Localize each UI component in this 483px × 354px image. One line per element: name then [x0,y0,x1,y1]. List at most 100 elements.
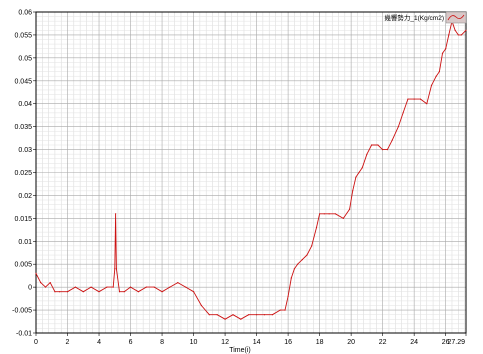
y-tick-label: 0.06 [18,10,32,17]
data-point [293,268,295,270]
data-point [115,268,117,270]
y-tick-label: -0.01 [16,331,32,338]
data-point [224,318,226,320]
data-point [74,286,76,288]
data-point [129,286,132,288]
data-point [248,314,250,316]
x-tick-label: 2 [66,339,70,346]
data-point [98,291,100,293]
x-tick-label: 14 [253,339,261,346]
data-point [361,167,363,169]
series-layer [35,20,467,320]
y-tick-label: 0.035 [14,124,32,131]
data-point [232,314,234,316]
x-tick-label: 26 [442,339,450,346]
y-axis: 0.06 0.055 0.05 0.045 0.04 0.035 0.03 0.025 0.02… [12,10,36,338]
y-tick-label: 0.045 [14,78,32,85]
legend-swatch-icon [447,14,465,21]
y-tick-label: -0.005 [12,308,32,315]
data-point [334,213,336,215]
y-tick-label: 0.005 [14,262,32,269]
data-point [407,98,409,100]
data-point [301,259,303,261]
y-tick-label: 0.04 [18,101,32,108]
data-point [382,149,384,151]
data-point [185,286,187,288]
x-tick-label: 12 [221,339,229,346]
data-point [457,34,459,36]
y-tick-label: 0.055 [14,32,32,39]
data-point [315,226,318,229]
x-tick-label: 10 [190,339,198,346]
data-point [352,190,354,192]
legend: 幾響勢力_1(Kg/cm2) [384,11,467,24]
data-point [290,277,292,279]
series-line [35,20,467,320]
x-tick-label: 18 [316,339,324,346]
data-point [90,286,92,288]
data-point [349,208,351,210]
data-point [355,176,357,178]
data-point [161,291,163,293]
data-point [137,291,139,293]
x-tick-label: 24 [410,339,418,346]
data-point [342,217,344,219]
data-point [49,282,51,284]
data-point [435,75,437,77]
data-point [200,304,202,307]
major-grid [36,11,466,334]
data-point [279,309,281,311]
data-point [208,314,210,316]
data-point [177,282,179,284]
data-point [413,98,415,100]
y-tick-label: 0.03 [18,147,32,154]
data-point [377,144,379,146]
data-point [448,34,450,36]
data-point [366,153,368,155]
data-point [445,48,447,50]
data-point [40,282,42,284]
data-point [54,291,56,293]
data-point [118,291,121,293]
data-point [297,263,299,265]
data-point [153,286,155,288]
data-point [454,29,456,31]
data-point [145,286,147,288]
x-tick-label: 20 [347,339,355,346]
y-tick-label: 0.05 [18,55,32,62]
data-point [465,29,467,31]
x-tick-label: 0 [34,339,38,346]
data-point [460,34,462,36]
data-point [386,149,388,151]
x-axis-title: Time(i) [229,347,251,354]
data-point [216,314,218,316]
data-point [402,112,404,114]
data-point [287,295,289,297]
y-tick-label: 0.02 [18,193,32,200]
data-point [271,314,273,316]
data-point [438,71,440,73]
data-point [419,98,422,100]
data-point [284,309,286,311]
legend-label: 幾響勢力_1(Kg/cm2) [384,13,444,22]
y-tick-label: 0.025 [14,170,32,177]
data-point [193,291,195,293]
data-point [397,126,399,128]
data-point [328,213,330,215]
data-point [323,213,325,215]
data-point [311,245,313,247]
data-point [426,103,428,105]
data-point [371,144,373,146]
data-point [306,254,308,256]
data-point [169,286,171,288]
data-point [112,286,114,288]
data-point [358,171,360,174]
x-tick-label: 16 [284,339,292,346]
data-point [59,291,61,293]
data-point [114,268,116,270]
data-point [256,314,258,316]
data-point [66,291,69,293]
data-point [44,286,47,288]
x-tick-label: 6 [129,339,133,346]
